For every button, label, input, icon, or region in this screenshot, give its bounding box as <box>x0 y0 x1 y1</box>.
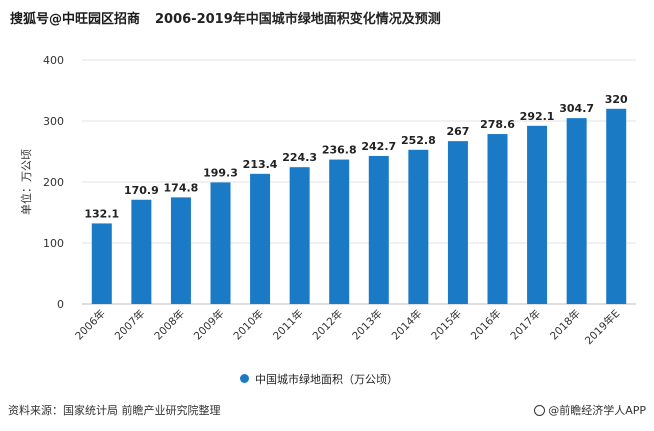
bar <box>210 182 231 304</box>
x-tick-label: 2007年 <box>112 307 148 343</box>
y-tick-label: 200 <box>43 176 64 189</box>
bar <box>408 149 429 304</box>
data-label: 213.4 <box>243 158 278 171</box>
data-label: 292.1 <box>520 110 555 123</box>
x-tick-label: 2015年 <box>429 307 465 343</box>
bar <box>170 197 191 304</box>
x-tick-label: 2006年 <box>72 307 108 343</box>
data-label: 174.8 <box>164 181 199 194</box>
data-label: 252.8 <box>401 134 436 147</box>
bar <box>250 173 271 304</box>
source-note: 资料来源：国家统计局 前瞻产业研究院整理 <box>8 404 221 417</box>
data-label: 224.3 <box>282 151 317 164</box>
data-label: 236.8 <box>322 144 357 157</box>
brand-credit-text: @前瞻经济学人APP <box>548 404 646 417</box>
x-tick-label: 2013年 <box>349 307 385 343</box>
bar <box>131 199 152 304</box>
x-tick-label: 2009年 <box>191 307 227 343</box>
bar <box>368 155 389 304</box>
data-label: 132.1 <box>84 207 119 220</box>
data-label: 278.6 <box>480 118 515 131</box>
data-label: 199.3 <box>203 166 238 179</box>
data-label: 304.7 <box>559 102 594 115</box>
chart-title-bar: 搜狐号@中旺园区招商 2006-2019年中国城市绿地面积变化情况及预测 <box>0 8 654 27</box>
bar <box>329 159 350 304</box>
x-tick-label: 2014年 <box>389 307 425 343</box>
chart-title: 2006-2019年中国城市绿地面积变化情况及预测 <box>155 12 441 27</box>
bar <box>566 118 587 305</box>
chart-legend: 中国城市绿地面积（万公顷） <box>240 371 398 387</box>
bar <box>606 108 627 304</box>
legend-label: 中国城市绿地面积（万公顷） <box>255 373 398 386</box>
x-tick-label: 2016年 <box>468 307 504 343</box>
data-label: 242.7 <box>361 140 396 153</box>
x-tick-label: 2017年 <box>508 307 544 343</box>
legend-swatch <box>240 374 249 383</box>
data-label: 170.9 <box>124 184 159 197</box>
x-tick-label: 2010年 <box>231 307 267 343</box>
bar <box>487 134 508 304</box>
x-tick-label: 2019年E <box>582 307 622 347</box>
x-tick-label: 2011年 <box>270 307 306 343</box>
x-tick-label: 2012年 <box>310 307 346 343</box>
watermark-text: 搜狐号@中旺园区招商 <box>10 12 141 27</box>
data-label: 320 <box>605 93 628 106</box>
y-tick-label: 0 <box>57 298 64 311</box>
brand-credit: @前瞻经济学人APP <box>534 402 646 418</box>
bar <box>289 167 310 304</box>
y-tick-label: 400 <box>43 54 64 67</box>
y-tick-label: 100 <box>43 237 64 250</box>
bar <box>527 125 548 304</box>
bar <box>91 223 112 304</box>
x-tick-label: 2008年 <box>152 307 188 343</box>
brand-logo-icon <box>534 405 546 416</box>
bar <box>447 141 468 304</box>
y-axis-label: 单位：万公顷 <box>19 149 33 215</box>
y-tick-label: 300 <box>43 115 64 128</box>
x-tick-label: 2018年 <box>547 307 583 343</box>
data-label: 267 <box>446 125 469 138</box>
